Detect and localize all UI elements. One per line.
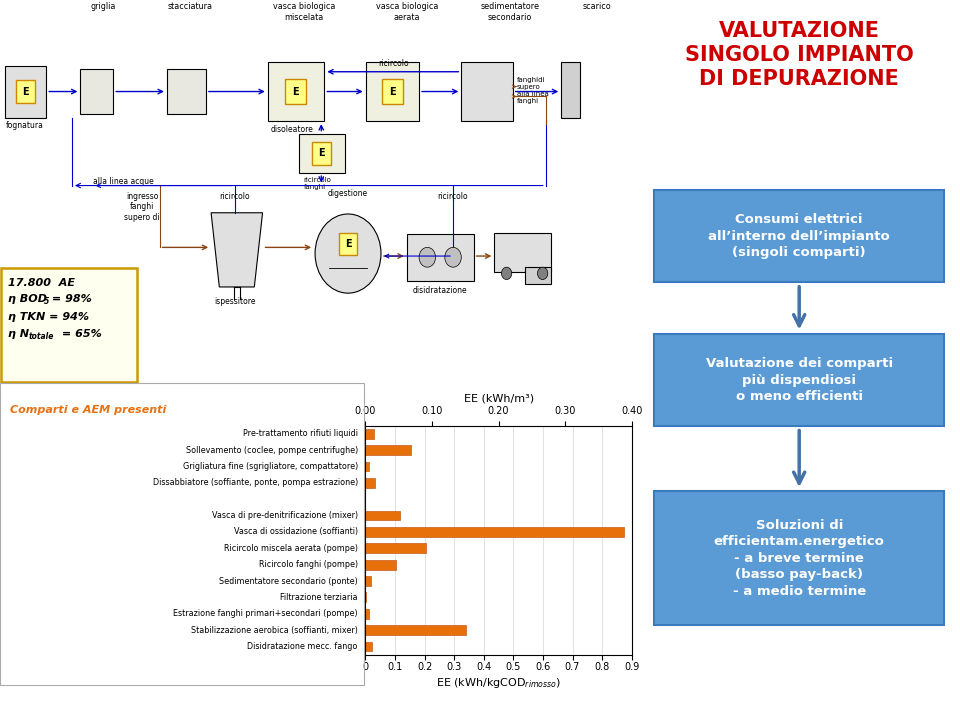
Text: Estrazione fanghi primari+secondari (pompe): Estrazione fanghi primari+secondari (pom… <box>173 609 358 618</box>
Text: Filtrazione terziaria: Filtrazione terziaria <box>280 593 358 602</box>
Bar <box>366 462 369 471</box>
Text: η BOD: η BOD <box>9 295 47 305</box>
FancyBboxPatch shape <box>655 491 944 625</box>
Text: E: E <box>318 148 324 158</box>
Text: Vasca di pre-denitrificazione (mixer): Vasca di pre-denitrificazione (mixer) <box>212 511 358 520</box>
Text: E: E <box>345 239 351 249</box>
Bar <box>366 429 374 439</box>
Text: Stabilizzazione aerobica (soffianti, mixer): Stabilizzazione aerobica (soffianti, mix… <box>191 625 358 635</box>
Text: VALUTAZIONE
SINGOLO IMPIANTO
DI DEPURAZIONE: VALUTAZIONE SINGOLO IMPIANTO DI DEPURAZI… <box>684 21 914 88</box>
Bar <box>366 478 375 488</box>
Text: stacciatura: stacciatura <box>168 2 213 11</box>
Bar <box>268 62 324 121</box>
Text: ricircolo
fanghi: ricircolo fanghi <box>303 177 331 190</box>
Bar <box>366 527 624 537</box>
Text: Comparti e AEM presenti: Comparti e AEM presenti <box>10 404 166 414</box>
Circle shape <box>538 267 548 280</box>
Text: E: E <box>22 87 29 97</box>
Text: η N: η N <box>9 329 29 339</box>
FancyBboxPatch shape <box>655 190 944 282</box>
Circle shape <box>444 247 462 267</box>
Text: Ricircolo fanghi (pompe): Ricircolo fanghi (pompe) <box>258 560 358 569</box>
Text: Pre-trattamento rifiuti liquidi: Pre-trattamento rifiuti liquidi <box>243 429 358 438</box>
Bar <box>366 445 411 455</box>
Text: E: E <box>292 87 299 97</box>
Bar <box>366 609 369 619</box>
Bar <box>81 70 113 114</box>
Text: fanghidi
supero
alla linea
fanghi: fanghidi supero alla linea fanghi <box>516 77 549 104</box>
Text: Dissabbiatore (soffiante, ponte, pompa estrazione): Dissabbiatore (soffiante, ponte, pompa e… <box>153 478 358 488</box>
Text: Disidratazione mecc. fango: Disidratazione mecc. fango <box>248 642 358 651</box>
FancyBboxPatch shape <box>1 268 137 382</box>
Text: vasca biologica
aerata: vasca biologica aerata <box>375 2 438 22</box>
Text: «Competitività e Sostenibilità. Progetti e tecnologie al servizio delle reti di : «Competitività e Sostenibilità. Progetti… <box>179 695 781 706</box>
Text: = 98%: = 98% <box>48 295 92 305</box>
Text: Grigliatura fine (sgrigliatore, compattatore): Grigliatura fine (sgrigliatore, compatta… <box>182 462 358 471</box>
Text: Soluzioni di
efficientam.energetico
- a breve termine
(basso pay-back)
- a medio: Soluzioni di efficientam.energetico - a … <box>714 518 884 597</box>
Text: digestione: digestione <box>328 189 368 199</box>
Text: Consumi elettrici
all’interno dell’impianto
(singoli comparti): Consumi elettrici all’interno dell’impia… <box>708 213 890 260</box>
Text: 5: 5 <box>44 297 50 306</box>
Bar <box>562 62 580 118</box>
Bar <box>167 70 206 114</box>
Bar <box>285 79 306 104</box>
Bar <box>366 642 372 651</box>
Bar <box>366 543 426 554</box>
Text: Valutazione dei comparti
più dispendiosi
o meno efficienti: Valutazione dei comparti più dispendiosi… <box>706 357 893 403</box>
Text: = 65%: = 65% <box>58 329 102 339</box>
Text: ispessitore: ispessitore <box>214 297 255 306</box>
Bar <box>366 62 420 121</box>
Text: 17.800  AE: 17.800 AE <box>9 278 75 288</box>
Bar <box>366 511 399 521</box>
Text: sedimentatore
secondario: sedimentatore secondario <box>480 2 540 22</box>
Text: Vasca di ossidazione (soffianti): Vasca di ossidazione (soffianti) <box>233 528 358 536</box>
Text: vasca biologica
miscelata: vasca biologica miscelata <box>273 2 335 22</box>
Circle shape <box>315 214 381 293</box>
X-axis label: EE (kWh/m³): EE (kWh/m³) <box>464 394 534 404</box>
Bar <box>366 576 371 586</box>
Bar <box>339 232 357 255</box>
Text: scarico: scarico <box>583 2 612 11</box>
Text: disidratazione: disidratazione <box>413 286 467 295</box>
Text: griglia: griglia <box>90 2 115 11</box>
Bar <box>312 142 330 164</box>
Text: ricircolo: ricircolo <box>220 191 250 201</box>
Bar <box>366 625 466 635</box>
Circle shape <box>420 247 436 267</box>
Bar <box>5 65 46 118</box>
Text: Sollevamento (coclee, pompe centrifughe): Sollevamento (coclee, pompe centrifughe) <box>185 446 358 455</box>
Polygon shape <box>211 213 263 287</box>
Bar <box>299 133 345 174</box>
X-axis label: EE (kWh/kgCOD$_{rimosso}$): EE (kWh/kgCOD$_{rimosso}$) <box>436 676 562 690</box>
Text: fognatura: fognatura <box>6 121 44 130</box>
Bar <box>382 79 402 104</box>
Text: η TKN = 94%: η TKN = 94% <box>9 312 89 322</box>
Circle shape <box>501 267 512 280</box>
Bar <box>525 267 551 285</box>
Text: disoleatore: disoleatore <box>271 125 314 134</box>
Text: Sedimentatore secondario (ponte): Sedimentatore secondario (ponte) <box>219 576 358 586</box>
Bar <box>16 80 35 103</box>
Text: ricircolo: ricircolo <box>438 191 468 201</box>
Text: ingresso
fanghi
supero di: ingresso fanghi supero di <box>124 191 160 222</box>
FancyBboxPatch shape <box>655 334 944 426</box>
Text: E: E <box>389 87 396 97</box>
Text: totale: totale <box>29 331 54 341</box>
Text: Ricircolo miscela aerata (pompe): Ricircolo miscela aerata (pompe) <box>224 543 358 553</box>
Bar <box>407 234 473 281</box>
Text: ricircolo: ricircolo <box>378 59 409 68</box>
Bar <box>462 62 513 121</box>
Bar <box>366 560 396 569</box>
Text: alla linea acque: alla linea acque <box>93 177 154 186</box>
Bar <box>494 232 551 272</box>
